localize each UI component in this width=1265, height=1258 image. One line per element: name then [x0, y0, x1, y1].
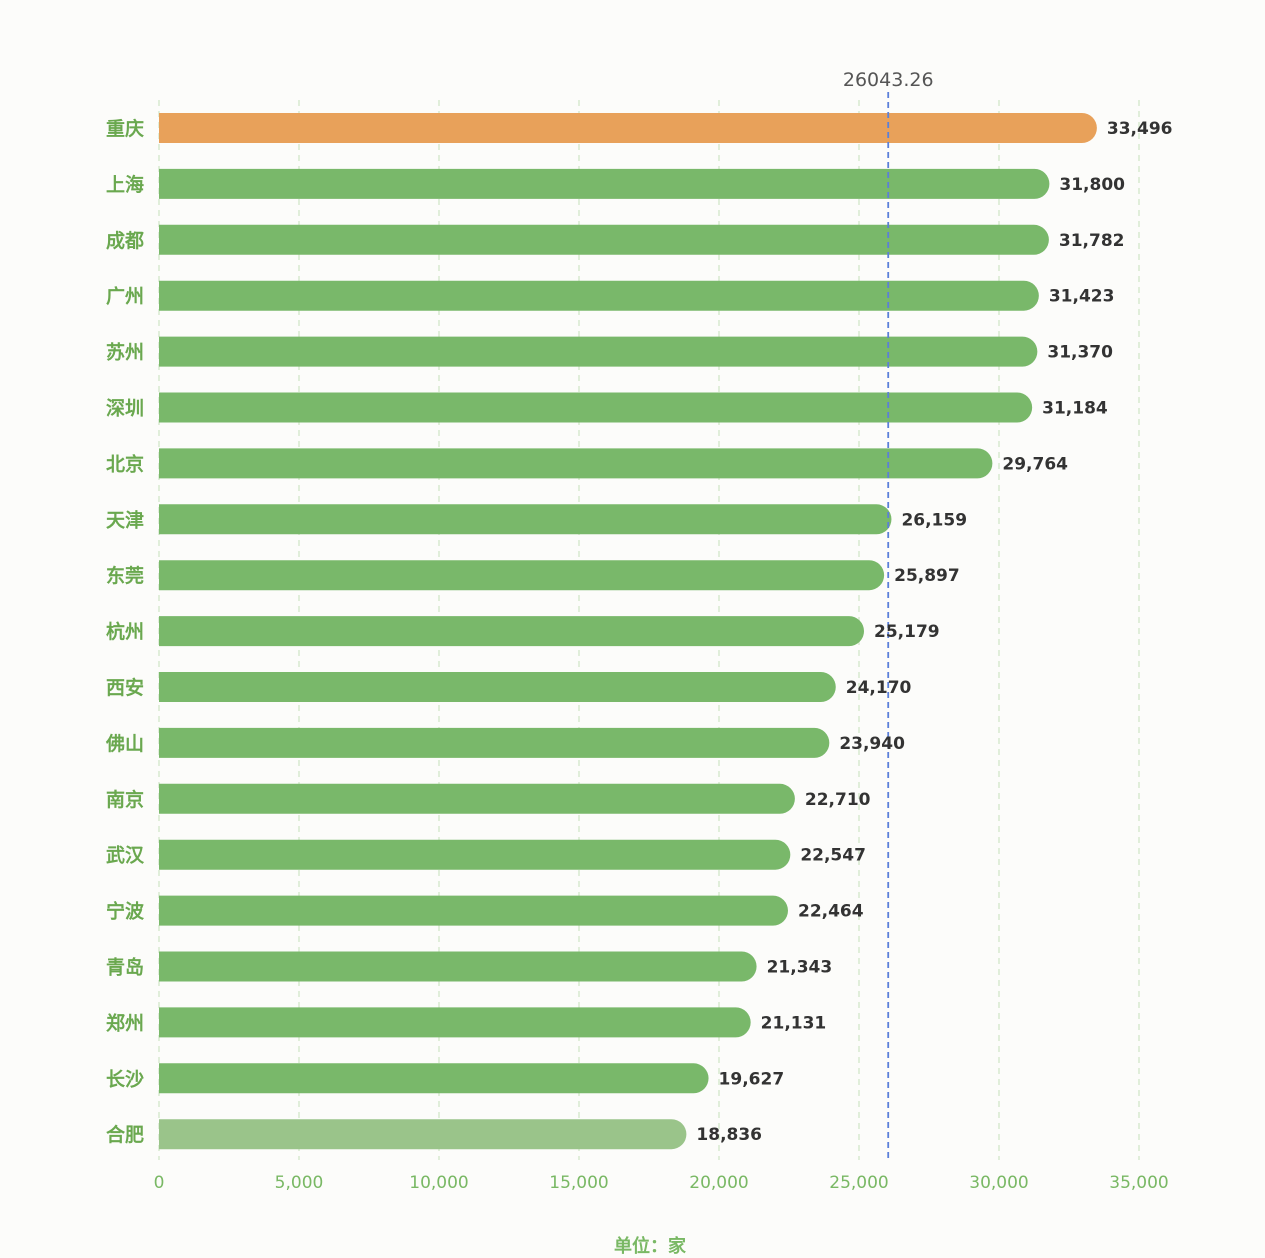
category-label: 青岛: [106, 956, 144, 979]
bar: [159, 672, 836, 702]
bar: [159, 727, 830, 758]
category-label: 天津: [106, 508, 144, 531]
data-label: 22,464: [798, 902, 864, 922]
data-label: 31,800: [1059, 175, 1125, 195]
bar: [159, 560, 885, 591]
bar: [159, 280, 1039, 311]
category-label: 合肥: [106, 1123, 144, 1146]
x-tick-label: 15,000: [549, 1173, 608, 1193]
data-label: 22,547: [800, 846, 866, 866]
data-label: 33,496: [1107, 119, 1173, 139]
x-tick-label: 30,000: [969, 1173, 1028, 1193]
category-label: 郑州: [106, 1012, 144, 1034]
data-label: 21,131: [761, 1013, 827, 1033]
data-label: 25,897: [894, 566, 960, 586]
data-label: 31,184: [1042, 399, 1108, 419]
bar: [159, 113, 1097, 143]
bar: [159, 504, 892, 535]
bar: [159, 392, 1033, 423]
data-label: 18,836: [696, 1125, 762, 1145]
x-tick-label: 20,000: [689, 1173, 748, 1193]
category-label: 武汉: [106, 845, 145, 867]
data-label: 31,423: [1049, 287, 1115, 307]
x-axis-unit-label: 单位：家: [614, 1235, 687, 1257]
category-label: 深圳: [106, 397, 144, 420]
data-label: 23,940: [839, 734, 905, 754]
data-label: 22,710: [805, 790, 871, 810]
data-label: 24,170: [846, 678, 912, 698]
data-label: 25,179: [874, 622, 940, 642]
bar: [159, 224, 1049, 255]
category-label: 苏州: [106, 341, 144, 364]
bar: [159, 951, 757, 982]
x-tick-label: 5,000: [275, 1173, 324, 1193]
category-label: 西安: [106, 676, 144, 699]
x-tick-label: 35,000: [1109, 1173, 1168, 1193]
bar: [159, 895, 788, 926]
category-label: 成都: [106, 229, 144, 252]
category-label: 南京: [106, 788, 144, 811]
x-tick-label: 25,000: [829, 1173, 888, 1193]
labels: 0 5,000 10,000 15,000 20,000 25,000 30,000 35,0…: [105, 117, 1173, 1193]
reference-line-label: 26043.26: [843, 69, 934, 91]
data-label: 31,782: [1059, 231, 1125, 251]
category-label: 重庆: [106, 117, 144, 140]
category-label: 长沙: [106, 1068, 144, 1090]
bar: [159, 616, 865, 647]
category-label: 北京: [106, 452, 144, 475]
bar: [159, 1063, 709, 1094]
x-tick-label: 0: [154, 1173, 165, 1193]
category-label: 东莞: [106, 564, 144, 587]
data-label: 29,764: [1002, 454, 1068, 474]
data-label: 31,370: [1047, 343, 1113, 363]
category-label: 广州: [106, 285, 144, 308]
category-label: 杭州: [106, 620, 144, 643]
x-tick-label: 10,000: [409, 1173, 468, 1193]
bar: [159, 839, 791, 870]
bar: [159, 1119, 687, 1150]
category-label: 佛山: [105, 732, 144, 755]
bar: [159, 1007, 751, 1038]
data-label: 19,627: [719, 1069, 785, 1089]
bar: [159, 448, 993, 479]
bar: [159, 168, 1050, 199]
data-label: 21,343: [767, 958, 833, 978]
data-label: 26,159: [901, 510, 967, 530]
category-label: 上海: [106, 173, 144, 196]
bar: [159, 783, 795, 814]
reference-line-group: 26043.26: [843, 69, 934, 1160]
bars: [159, 113, 1097, 1150]
bar: [159, 336, 1038, 367]
category-label: 宁波: [106, 900, 145, 923]
